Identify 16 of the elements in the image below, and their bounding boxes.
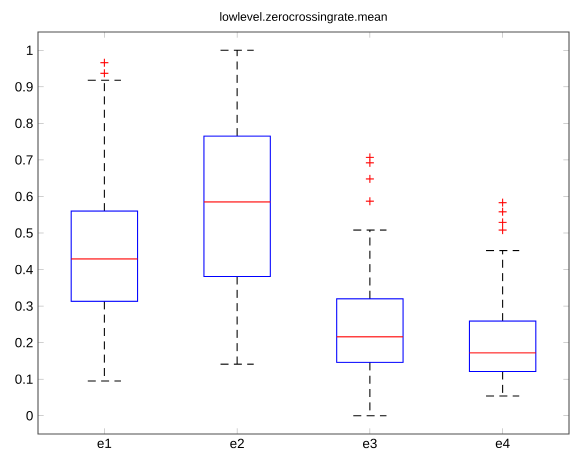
- y-tick-label: 0: [26, 411, 33, 420]
- x-tick-label: e3: [363, 438, 377, 448]
- x-tick-label: e1: [98, 438, 112, 448]
- x-tick-label: e4: [496, 438, 510, 448]
- y-tick-label: 0.4: [15, 264, 33, 274]
- y-tick-label: 0.2: [15, 338, 33, 348]
- y-tick-label: 0.8: [15, 118, 33, 128]
- y-tick-label: 0.7: [15, 155, 33, 165]
- y-tick-label: 0.1: [15, 374, 33, 384]
- y-tick-label: 1: [26, 46, 33, 55]
- y-tick-label: 0.5: [15, 228, 33, 238]
- x-tick-label: e2: [230, 438, 244, 448]
- y-tick-label: 0.6: [15, 192, 33, 202]
- y-tick-label: 0.3: [15, 301, 33, 311]
- chart-title: lowlevel.zerocrossingrate.mean: [220, 12, 387, 24]
- y-tick-label: 0.9: [15, 82, 33, 92]
